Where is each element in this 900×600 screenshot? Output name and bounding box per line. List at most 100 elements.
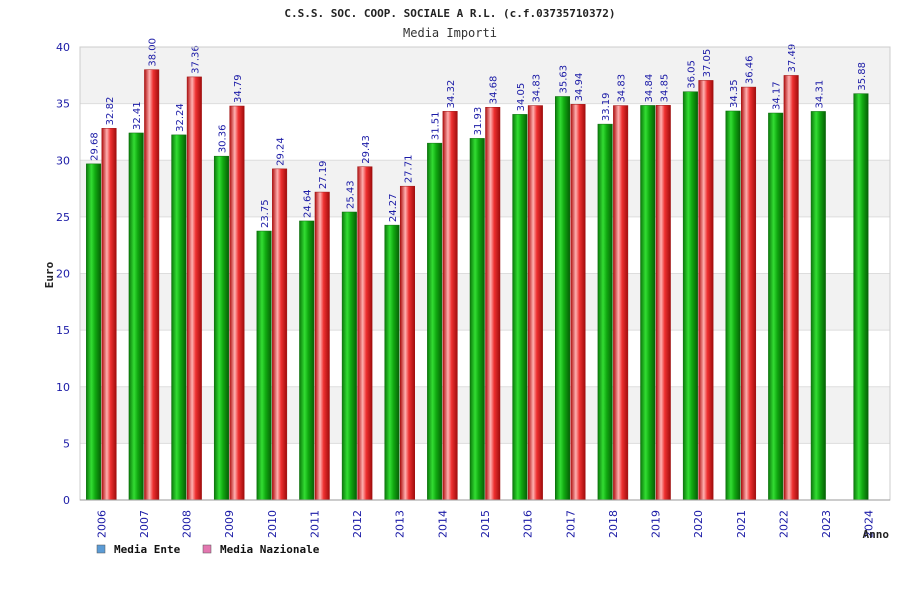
legend-swatch — [202, 544, 212, 554]
bar-media-ente — [171, 134, 187, 501]
bar-media-ente — [256, 230, 272, 501]
value-label: 24.64 — [303, 189, 314, 218]
x-axis-label: Anno — [863, 528, 890, 541]
bar-media-nazionale — [357, 166, 373, 501]
value-label: 32.82 — [105, 97, 116, 126]
value-label: 31.93 — [473, 107, 484, 136]
x-tick-label: 2011 — [308, 510, 321, 538]
bar-media-ente — [725, 110, 741, 501]
value-label: 29.68 — [90, 132, 101, 161]
value-label: 31.51 — [431, 112, 442, 141]
y-tick-label: 20 — [56, 268, 70, 281]
bar-media-ente — [213, 155, 229, 501]
bar-media-nazionale — [272, 168, 288, 501]
value-label: 34.68 — [489, 76, 500, 105]
bar-media-ente — [299, 220, 315, 501]
y-tick-label: 40 — [56, 41, 70, 54]
chart-subtitle: Media Importi — [403, 26, 497, 40]
x-tick-label: 2021 — [735, 510, 748, 538]
bar-media-nazionale — [527, 105, 543, 501]
bar-media-nazionale — [186, 76, 202, 501]
bar-media-nazionale — [144, 69, 160, 501]
value-label: 34.05 — [516, 83, 527, 112]
value-label: 34.85 — [659, 74, 670, 103]
value-label: 34.35 — [729, 79, 740, 108]
y-tick-label: 30 — [56, 154, 70, 167]
value-label: 23.75 — [260, 199, 271, 228]
x-tick-label: 2019 — [650, 510, 663, 538]
x-tick-label: 2008 — [181, 510, 194, 538]
value-label: 32.24 — [175, 103, 186, 132]
value-label: 34.83 — [617, 74, 628, 103]
bar-media-nazionale — [399, 185, 415, 501]
bar-media-nazionale — [741, 86, 757, 501]
x-tick-label: 2024 — [863, 510, 876, 538]
value-label: 35.63 — [559, 65, 570, 94]
bar-media-ente — [469, 138, 485, 501]
bar-media-nazionale — [485, 106, 501, 501]
chart-title: C.S.S. SOC. COOP. SOCIALE A R.L. (c.f.03… — [284, 7, 615, 20]
value-label: 27.19 — [318, 160, 329, 189]
bar-media-ente — [128, 132, 144, 501]
x-tick-label: 2009 — [223, 510, 236, 538]
bar-media-nazionale — [314, 191, 330, 501]
value-label: 34.84 — [644, 74, 655, 103]
value-label: 34.83 — [531, 74, 542, 103]
bar-media-nazionale — [613, 105, 629, 501]
bar-media-nazionale — [783, 75, 799, 501]
bar-media-ente — [384, 224, 400, 501]
y-tick-label: 0 — [63, 494, 70, 507]
y-axis-ticks: 0 5 10 15 20 25 30 35 40 — [56, 41, 70, 507]
value-label: 30.36 — [217, 125, 228, 154]
x-axis-ticks: 2006 2007 2008 2009 2010 2011 2012 2013 2014 2015… — [95, 510, 875, 538]
value-label: 32.41 — [132, 101, 143, 130]
value-labels: 29.68 32.82 32.41 38.00 32.24 37.36 30.36 34.79… — [90, 38, 868, 228]
bar-media-ente — [682, 91, 698, 501]
legend: Media Ente Media Nazionale — [96, 543, 320, 556]
x-tick-label: 2013 — [394, 510, 407, 538]
value-label: 37.49 — [787, 44, 798, 73]
axes — [79, 46, 891, 501]
value-label: 27.71 — [403, 155, 414, 184]
value-label: 29.24 — [276, 137, 287, 166]
value-label: 34.31 — [814, 80, 825, 109]
value-label: 36.46 — [745, 55, 756, 84]
value-label: 37.05 — [702, 49, 713, 78]
bar-media-nazionale — [229, 105, 245, 501]
value-label: 34.79 — [233, 74, 244, 103]
x-tick-label: 2006 — [95, 510, 108, 538]
value-label: 34.17 — [772, 81, 783, 110]
legend-swatch — [96, 544, 106, 554]
bar-media-ente — [427, 142, 443, 501]
bar-media-nazionale — [698, 80, 714, 501]
x-tick-label: 2012 — [351, 510, 364, 538]
value-label: 24.27 — [388, 194, 399, 223]
value-label: 34.32 — [446, 80, 457, 109]
value-label: 33.19 — [601, 92, 612, 121]
x-tick-label: 2017 — [564, 510, 577, 538]
bar-media-nazionale — [101, 128, 117, 501]
bar-media-nazionale — [442, 111, 458, 501]
bar-media-ente — [853, 93, 869, 501]
legend-label: Media Nazionale — [220, 543, 320, 556]
y-tick-label: 5 — [63, 437, 70, 450]
y-tick-label: 25 — [56, 211, 70, 224]
x-tick-label: 2016 — [522, 510, 535, 538]
bar-media-nazionale — [655, 105, 671, 501]
value-label: 34.94 — [574, 73, 585, 102]
x-tick-label: 2020 — [692, 510, 705, 538]
y-axis-label: Euro — [43, 261, 56, 288]
value-label: 35.88 — [857, 62, 868, 91]
bar-media-nazionale — [570, 104, 586, 501]
x-tick-label: 2007 — [138, 510, 151, 538]
bar-media-ente — [810, 111, 826, 501]
value-label: 29.43 — [361, 135, 372, 164]
bar-media-ente — [512, 114, 528, 501]
bar-media-ente — [768, 112, 784, 501]
bar-media-ente — [640, 105, 656, 501]
x-tick-label: 2018 — [607, 510, 620, 538]
bar-media-ente — [341, 211, 357, 501]
legend-label: Media Ente — [114, 543, 181, 556]
x-tick-label: 2014 — [436, 510, 449, 538]
